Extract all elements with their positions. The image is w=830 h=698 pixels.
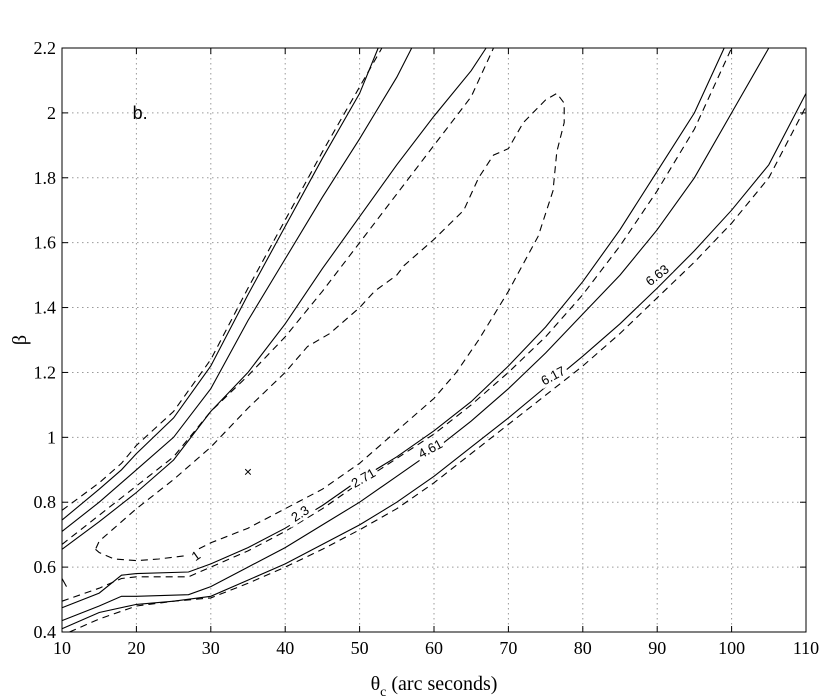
- x-tick-label: 10: [53, 638, 71, 658]
- y-tick-label: 1.8: [34, 168, 57, 188]
- contour-6.63-line-1: [61, 47, 383, 511]
- x-axis-label-main: θ: [371, 673, 381, 695]
- contour-6.17-line-2: [61, 93, 807, 630]
- x-axis-label-subscript: c: [380, 685, 386, 698]
- contour-label-background: [283, 498, 317, 528]
- contour-6.17-line-1: [61, 47, 379, 521]
- contour-label-background: [536, 361, 570, 389]
- contour-label-background: [346, 463, 380, 492]
- y-ticks: 0.4 0.6 0.8 1 1.2 1.4 1.6 1.8 2 2.2: [34, 38, 806, 642]
- panel-label: b.: [133, 103, 148, 123]
- y-tick-label: 0.6: [34, 557, 57, 577]
- contour-label-background: [640, 259, 674, 290]
- x-tick-label: 100: [718, 638, 745, 658]
- x-tick-label: 20: [127, 638, 145, 658]
- contour-labels: 12.32.714.616.176.63: [186, 259, 674, 565]
- contour-2.71-line-1: [61, 47, 487, 550]
- contour-2.3-line-2: [61, 47, 733, 602]
- y-tick-label: 1.6: [34, 233, 57, 253]
- x-tick-label: 30: [202, 638, 220, 658]
- x-tick-label: 90: [648, 638, 666, 658]
- y-tick-label: 1.2: [34, 362, 57, 382]
- y-tick-label: 1: [47, 427, 56, 447]
- x-axis-label-rest: (arc seconds): [386, 673, 497, 695]
- contour-edge-line-1: [61, 578, 67, 587]
- y-axis-label: β: [9, 335, 31, 345]
- contour-2.3-line-1: [61, 47, 495, 545]
- gridlines: [62, 48, 806, 632]
- best-fit-marker: ×: [244, 463, 252, 479]
- x-tick-label: 60: [425, 638, 443, 658]
- x-tick-label: 110: [793, 638, 819, 658]
- contour-4.61-line-2: [61, 47, 770, 622]
- contour-label-background: [413, 434, 447, 462]
- x-ticks: 10 20 30 40 50 60 70 80 90 100 110: [53, 48, 819, 658]
- x-tick-label: 50: [351, 638, 369, 658]
- contour-6.63-line-2: [69, 106, 807, 633]
- contour-lines: [61, 47, 807, 633]
- y-tick-label: 1.4: [34, 298, 57, 318]
- x-tick-label: 70: [499, 638, 517, 658]
- plot-frame: [61, 47, 807, 633]
- x-tick-label: 80: [574, 638, 592, 658]
- x-tick-label: 40: [276, 638, 294, 658]
- contour-2.71-line-2: [61, 47, 725, 609]
- contour-label-background: [186, 545, 205, 565]
- y-tick-label: 2: [47, 103, 56, 123]
- y-tick-label: 2.2: [34, 38, 57, 58]
- contour-1-line-1: [94, 92, 565, 562]
- y-tick-label: 0.4: [34, 622, 57, 642]
- x-axis-label: θc (arc seconds): [371, 673, 498, 698]
- y-tick-label: 0.8: [34, 492, 57, 512]
- contour-4.61-line-1: [61, 47, 413, 532]
